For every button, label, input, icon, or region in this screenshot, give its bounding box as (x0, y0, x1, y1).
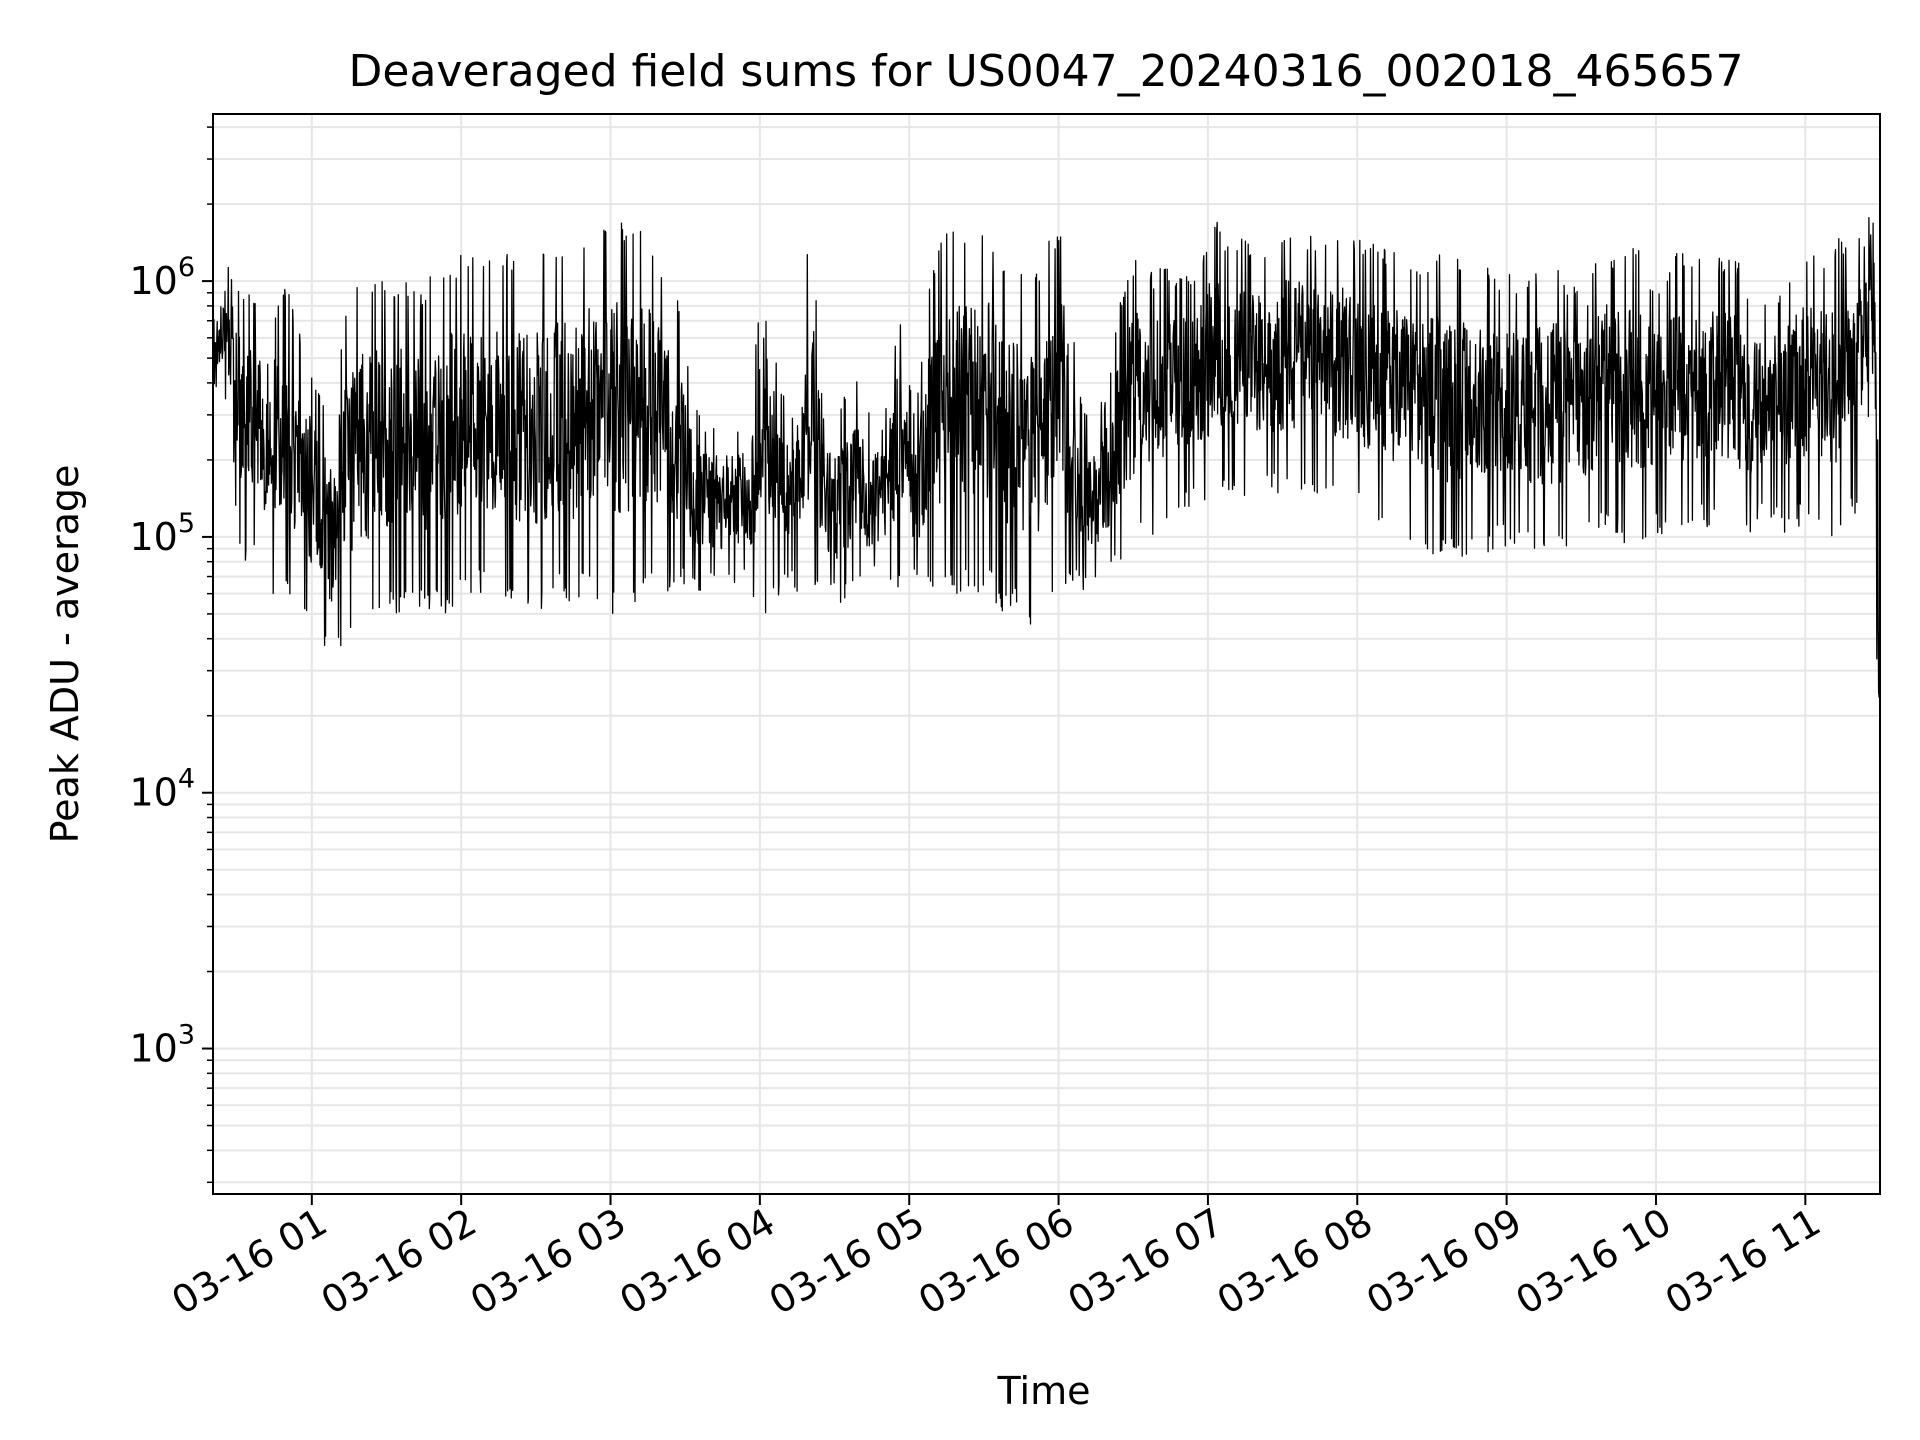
y-tick-label: 103 (129, 1020, 195, 1071)
y-tick-label: 105 (129, 508, 195, 559)
x-axis-label: Time (997, 1369, 1091, 1413)
y-axis-ticks: 103 104 105 106 (129, 126, 213, 1184)
chart-title: Deaveraged field sums for US0047_2024031… (349, 46, 1744, 97)
plot-frame (212, 113, 1881, 1195)
y-axis-label: Peak ADU - average (43, 465, 87, 844)
y-tick-label: 106 (129, 252, 195, 303)
series-line (212, 216, 1881, 785)
grid-lines (213, 114, 1880, 1194)
data-series (212, 216, 1881, 785)
y-tick-label: 104 (129, 764, 195, 815)
